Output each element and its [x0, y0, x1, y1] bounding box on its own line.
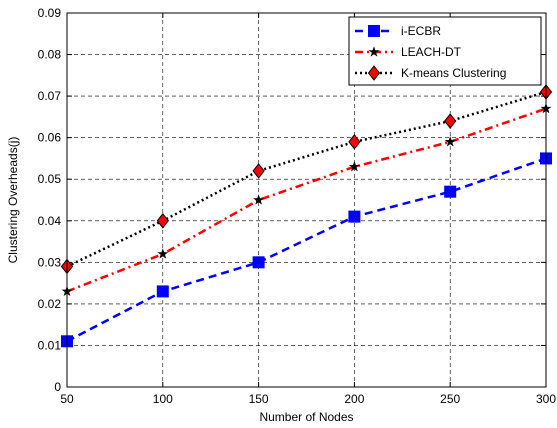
- legend-marker: [367, 65, 381, 81]
- data-point: [252, 163, 265, 179]
- data-point: [156, 285, 169, 298]
- axis-ticks: 50 100 150 200 250 300 0 0.01 0.02 0.03 0.04 0.05 0.…: [38, 6, 557, 406]
- x-tick-label: 50: [60, 392, 74, 406]
- x-tick-label: 250: [440, 392, 460, 406]
- y-tick-label: 0.02: [38, 297, 62, 311]
- y-tick-label: 0.04: [38, 214, 62, 228]
- data-point: [444, 185, 457, 198]
- y-tick-label: 0.06: [38, 131, 62, 145]
- data-point: [253, 194, 265, 205]
- data-point: [156, 212, 169, 229]
- y-axis-label: Clustering Overheads(j): [6, 137, 20, 264]
- legend-label: K-means Clustering: [401, 66, 506, 80]
- x-tick-label: 100: [153, 392, 173, 406]
- series-layer: [60, 84, 553, 348]
- data-point: [252, 256, 265, 269]
- series-line: [66, 157, 547, 343]
- x-tick-label: 300: [536, 392, 556, 406]
- y-tick-label: 0.07: [38, 89, 62, 103]
- series-line: [66, 107, 547, 293]
- y-tick-label: 0: [54, 380, 61, 394]
- legend-marker: [368, 25, 380, 37]
- data-point: [348, 134, 361, 150]
- data-point: [444, 113, 457, 129]
- legend-label: i-ECBR: [401, 24, 441, 38]
- data-point: [444, 136, 456, 147]
- y-tick-label: 0.03: [38, 255, 62, 269]
- y-tick-label: 0.08: [38, 48, 62, 62]
- x-axis-label: Number of Nodes: [259, 410, 353, 424]
- y-tick-label: 0.05: [38, 172, 62, 186]
- legend-label: LEACH-DT: [401, 45, 462, 59]
- legend-marker: [368, 46, 380, 57]
- y-tick-label: 0.01: [38, 338, 62, 352]
- y-tick-label: 0.09: [38, 6, 62, 20]
- data-point: [348, 161, 360, 172]
- legend: i-ECBR LEACH-DT K-means Clustering: [348, 16, 542, 86]
- data-point: [157, 248, 169, 259]
- plot-frame: [66, 12, 547, 388]
- x-tick-label: 150: [249, 392, 269, 406]
- grid-lines: [67, 13, 546, 387]
- data-point: [348, 210, 361, 223]
- x-tick-label: 200: [344, 392, 364, 406]
